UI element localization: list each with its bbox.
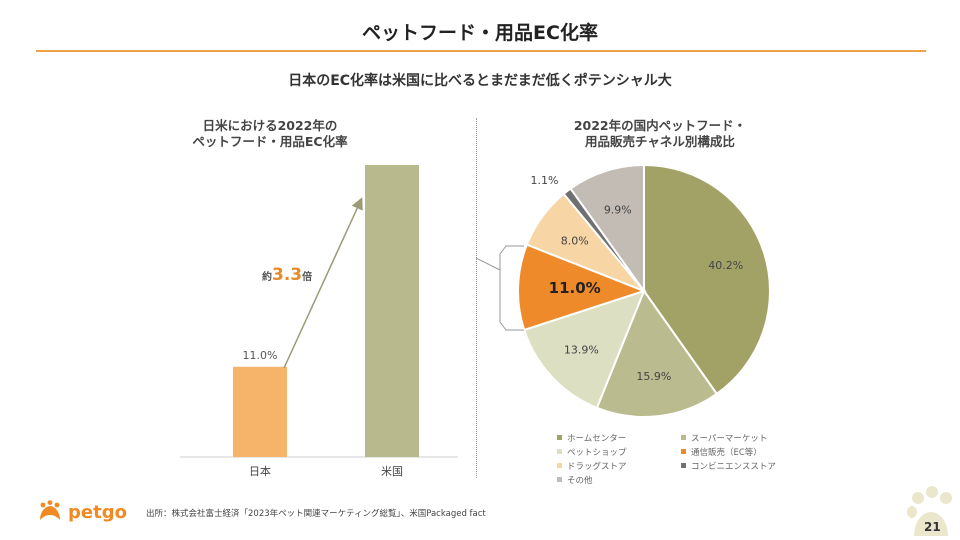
- paw-logo-icon: [40, 500, 60, 520]
- pie-slice-label: 1.1%: [531, 174, 559, 187]
- pie-legend: ホームセンター スーパーマーケットペットショップ 通信販売（EC等） ドラッグストア コ…: [557, 431, 817, 486]
- legend-label: ペットショップ: [567, 447, 627, 458]
- legend-item: コンビニエンスストア: [681, 459, 811, 472]
- multiplier-value: 3.3: [272, 265, 302, 285]
- paw-decoration-icon: [907, 486, 952, 536]
- bar-us: [365, 165, 419, 458]
- legend-label: ホームセンター: [567, 433, 627, 444]
- pie-slice: [569, 163, 645, 295]
- pie-chart-title: 2022年の国内ペットフード・ 用品販売チャネル別構成比: [540, 118, 780, 150]
- pie-chart: 40.2% 15.9% 13.9% 11.0% 8.0% 1.1% 9.9%: [476, 163, 771, 418]
- multiplier-label: 約3.3倍: [262, 265, 312, 285]
- title-underline: [36, 50, 926, 52]
- bar-chart-title-line1: 日米における2022年の: [202, 118, 338, 133]
- panel-divider: [476, 118, 477, 478]
- page-number: 21: [924, 520, 941, 534]
- source-note: 出所：株式会社富士経済「2023年ペット関連マーケティング総覧」、米国Packa…: [146, 509, 486, 519]
- pie-slice-label: 15.9%: [636, 370, 671, 383]
- multiplier-suffix: 倍: [302, 270, 312, 283]
- brand-name: petgo: [68, 501, 127, 523]
- pie-chart-title-line2: 用品販売チャネル別構成比: [585, 134, 735, 149]
- slide-title: ペットフード・用品EC化率: [362, 22, 598, 44]
- legend-item: ホームセンター: [557, 431, 675, 444]
- bar-japan: [233, 366, 287, 457]
- multiplier-prefix: 約: [262, 270, 272, 283]
- ec-highlight-bracket: [499, 245, 524, 331]
- legend-swatch: [557, 449, 562, 454]
- growth-arrow: [283, 197, 363, 369]
- pie-slice-label: 40.2%: [708, 259, 743, 272]
- bar-value-label: 11.0%: [243, 349, 278, 362]
- legend-item: スーパーマーケット: [681, 431, 811, 444]
- pie-slice-label: 9.9%: [604, 203, 632, 216]
- pie-slice: [517, 243, 647, 332]
- bar-category-label: 米国: [381, 465, 403, 478]
- legend-item: ドラッグストア: [557, 459, 675, 472]
- pie-slice-label: 13.9%: [564, 344, 599, 357]
- legend-label: 通信販売（EC等）: [691, 447, 762, 458]
- pie-chart-title-line1: 2022年の国内ペットフード・: [573, 118, 747, 133]
- legend-item: 通信販売（EC等）: [681, 445, 811, 458]
- legend-swatch: [681, 463, 686, 468]
- bar-category-label: 日本: [249, 464, 271, 478]
- pie-slice: [643, 163, 771, 396]
- slide-subtitle: 日本のEC化率は米国に比べるとまだまだ低くポテンシャル大: [288, 73, 672, 89]
- legend-swatch: [557, 463, 562, 468]
- legend-label: コンビニエンスストア: [691, 461, 776, 472]
- bar-chart: 11.0%日本36%米国 約3.3倍: [180, 165, 458, 478]
- brand-logo: petgo: [36, 500, 127, 524]
- legend-swatch: [681, 449, 686, 454]
- legend-swatch: [557, 477, 562, 482]
- legend-label: ドラッグストア: [567, 461, 627, 472]
- legend-item: その他: [557, 473, 675, 486]
- bar-chart-title-line2: ペットフード・用品EC化率: [192, 134, 348, 149]
- legend-item: ペットショップ: [557, 445, 675, 458]
- legend-swatch: [557, 435, 562, 440]
- legend-label: スーパーマーケット: [691, 433, 768, 444]
- bar-chart-title: 日米における2022年の ペットフード・用品EC化率: [170, 118, 370, 150]
- pie-slice: [595, 288, 719, 418]
- legend-label: その他: [567, 475, 593, 486]
- legend-swatch: [681, 435, 686, 440]
- pie-slice-label: 8.0%: [561, 235, 589, 248]
- pie-slice-label: 11.0%: [549, 279, 601, 297]
- ec-highlight-pointer: [476, 257, 501, 271]
